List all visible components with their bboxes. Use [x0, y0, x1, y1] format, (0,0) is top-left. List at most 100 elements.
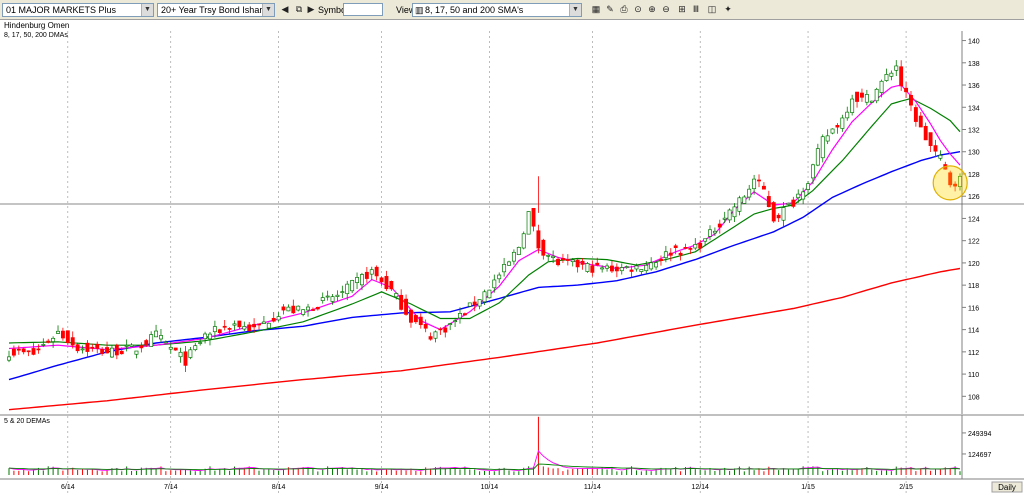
- period-label: Daily: [998, 483, 1016, 492]
- candle-body: [423, 324, 428, 329]
- candle-body: [933, 145, 938, 152]
- zoom-out-icon[interactable]: ⊖: [662, 4, 670, 14]
- candle-body: [732, 206, 737, 218]
- volume-tick-label: 249394: [968, 431, 991, 438]
- candle-body: [639, 269, 644, 272]
- price-tick-label: 116: [968, 305, 979, 312]
- candle-body: [448, 323, 453, 325]
- candle-body: [649, 262, 654, 270]
- candle-body: [296, 305, 301, 311]
- candle-body: [114, 344, 119, 356]
- candle-body: [654, 262, 659, 268]
- candle-body: [472, 301, 477, 306]
- candle-body: [168, 346, 173, 350]
- candle-body: [958, 175, 962, 188]
- candle-body: [742, 196, 747, 204]
- candle-body: [791, 199, 796, 207]
- period-button[interactable]: [991, 481, 1023, 493]
- candle-body: [109, 347, 114, 358]
- candle-body: [747, 188, 752, 198]
- candle-body: [21, 348, 26, 353]
- candle-body: [904, 87, 909, 93]
- candle-body: [820, 136, 825, 159]
- candle-body: [129, 344, 134, 347]
- x-tick-label: 1/15: [801, 484, 815, 491]
- candle-body: [776, 214, 781, 219]
- price-tick-label: 120: [968, 261, 980, 268]
- x-tick-label: 8/14: [272, 484, 286, 491]
- previous-arrow-icon[interactable]: ◀: [281, 4, 289, 14]
- price-tick-label: 140: [968, 39, 980, 46]
- security-value: 20+ Year Trsy Bond Ishares: [161, 5, 272, 15]
- candle-body: [786, 202, 791, 205]
- views-dropdown[interactable]: ▥ 8, 17, 50 and 200 SMA's ▼: [412, 3, 582, 17]
- candle-body: [717, 223, 722, 228]
- candle-body: [384, 276, 389, 290]
- candle-body: [173, 347, 178, 351]
- candle-body: [60, 330, 65, 339]
- candles: [7, 60, 962, 373]
- candle-body: [889, 72, 894, 77]
- print-icon[interactable]: ⎙: [620, 4, 628, 14]
- next-arrow-icon[interactable]: ▶: [307, 4, 315, 14]
- candle-body: [404, 298, 409, 315]
- candle-body: [953, 183, 958, 187]
- candle-body: [644, 264, 649, 272]
- price-tick-label: 136: [968, 83, 980, 90]
- properties-icon[interactable]: ◫: [707, 4, 717, 14]
- zoom-in-icon[interactable]: ⊕: [648, 4, 656, 14]
- candle-body: [359, 274, 364, 286]
- candle-body: [678, 252, 683, 256]
- candle-body: [551, 255, 556, 258]
- candle-body: [119, 350, 124, 355]
- candle-body: [712, 230, 717, 234]
- chevron-down-icon: ▼: [569, 4, 581, 16]
- candle-body: [585, 263, 590, 272]
- candle-body: [458, 313, 462, 319]
- candle-body: [134, 350, 139, 355]
- toolbar: 01 MAJOR MARKETS Plus ▼ 20+ Year Trsy Bo…: [0, 0, 1024, 20]
- watchlist-dropdown[interactable]: 01 MAJOR MARKETS Plus ▼: [2, 3, 154, 17]
- candle-body: [855, 91, 860, 102]
- symbol-input[interactable]: [343, 3, 383, 16]
- candle-body: [698, 243, 703, 249]
- candle-body: [139, 345, 144, 349]
- layout-icon[interactable]: ⊞: [678, 4, 686, 14]
- candle-body: [26, 350, 31, 353]
- candle-body: [546, 254, 551, 257]
- candle-body: [668, 252, 673, 256]
- price-tick-label: 128: [968, 172, 980, 179]
- candle-body: [149, 334, 154, 347]
- candle-body: [570, 259, 575, 263]
- candle-body: [124, 345, 129, 347]
- watchlist-value: 01 MAJOR MARKETS Plus: [6, 5, 117, 15]
- chart-area[interactable]: 8, 17, 50, 200 DMAs 5 & 20 DEMAs 1081101…: [0, 31, 1024, 496]
- candle-body: [418, 316, 423, 326]
- zoom-icon[interactable]: ⊙: [634, 4, 642, 14]
- edit-chart-icon[interactable]: ✎: [606, 4, 614, 14]
- candle-body: [276, 316, 281, 321]
- x-tick-label: 6/14: [61, 484, 75, 491]
- candle-body: [516, 247, 521, 255]
- candle-body: [212, 326, 217, 333]
- save-icon[interactable]: ▦: [591, 4, 601, 14]
- security-dropdown[interactable]: 20+ Year Trsy Bond Ishares ▼: [157, 3, 275, 17]
- candle-body: [188, 349, 193, 358]
- binoculars-icon[interactable]: ⧉: [295, 4, 303, 14]
- candle-body: [193, 345, 198, 351]
- candle-body: [433, 331, 438, 339]
- candle-body: [565, 259, 570, 261]
- candle-body: [154, 330, 159, 338]
- indicator-icon[interactable]: ✦: [724, 4, 732, 14]
- views-label: Views: [396, 5, 420, 15]
- candle-body: [306, 306, 310, 311]
- candle-body: [595, 262, 600, 266]
- candle-body: [144, 340, 149, 345]
- candle-body: [222, 325, 227, 328]
- candle-body: [482, 291, 487, 303]
- columns-icon[interactable]: Ⅲ: [692, 4, 700, 14]
- candle-body: [90, 346, 95, 349]
- candle-body: [379, 277, 384, 283]
- candle-body: [252, 323, 257, 328]
- candle-body: [364, 271, 369, 279]
